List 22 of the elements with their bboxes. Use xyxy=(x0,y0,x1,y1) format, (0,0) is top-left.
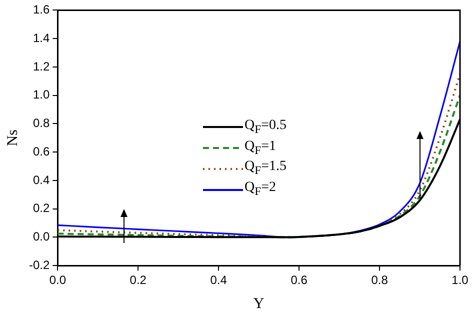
y-tick-label: 0.8 xyxy=(32,116,50,130)
x-tick-label: 0.4 xyxy=(210,273,228,288)
y-tick-label: 0.2 xyxy=(32,201,50,216)
legend-label: Q$_{F}$=2 xyxy=(244,179,276,200)
legend-label: Q$_{F}$=1 xyxy=(244,138,276,158)
x-tick-label: 1.0 xyxy=(452,273,469,288)
x-tick-label: 0.2 xyxy=(130,273,147,288)
x-tick-label: 0.0 xyxy=(49,273,66,288)
x-tick-label: 0.6 xyxy=(290,273,308,288)
x-axis-title: Y xyxy=(253,296,264,312)
legend-label: Q$_{F}$=0.5 xyxy=(244,116,287,138)
y-tick-label: 1.0 xyxy=(32,88,50,102)
y-tick-label: 0.4 xyxy=(32,172,50,187)
y-tick-label: 0.6 xyxy=(32,144,50,158)
y-tick-label: -0.2 xyxy=(28,258,50,272)
y-tick-label: 1.6 xyxy=(32,2,50,17)
y-tick-label: 0.0 xyxy=(32,230,50,244)
legend-label: Q$_{F}$=1.5 xyxy=(244,158,287,180)
y-axis-title: Ns xyxy=(4,129,21,146)
y-tick-label: 1.2 xyxy=(32,59,50,74)
y-tick-label: 1.4 xyxy=(32,30,50,45)
x-tick-label: 0.8 xyxy=(371,273,388,288)
